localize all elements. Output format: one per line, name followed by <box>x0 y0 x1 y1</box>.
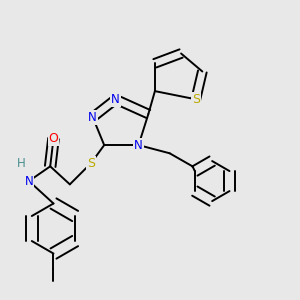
Text: N: N <box>25 175 33 188</box>
Text: O: O <box>49 132 58 145</box>
Text: N: N <box>88 111 97 124</box>
Text: N: N <box>111 93 120 106</box>
Text: N: N <box>134 139 143 152</box>
Text: S: S <box>87 157 95 169</box>
Text: H: H <box>16 157 25 169</box>
Text: S: S <box>192 93 200 106</box>
